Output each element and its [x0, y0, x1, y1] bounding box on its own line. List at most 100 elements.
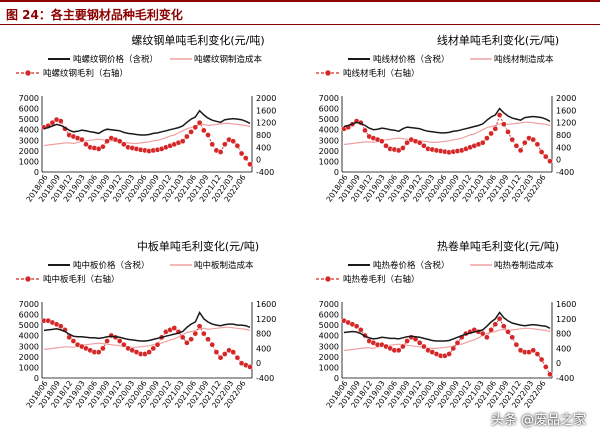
chart-0-left-tick-3: 3000 — [19, 136, 39, 145]
chart-1-legend-price-label: 吨线材价格（含税） — [373, 54, 450, 65]
chart-2-series-cost-line — [43, 326, 251, 351]
chart-3-legend-price-label: 吨热卷价格（含税） — [373, 260, 450, 271]
chart-3-left-tick-6: 6000 — [319, 311, 339, 320]
chart-1-right-tick-6: 2000 — [556, 94, 576, 103]
chart-2-left-tick-0: 0 — [34, 374, 39, 383]
chart-0-left-tick-5: 5000 — [19, 115, 39, 124]
chart-2-profit-point-18 — [116, 338, 123, 344]
chart-2-profit-point-43 — [221, 351, 228, 357]
chart-2-right-tick-0: -400 — [256, 374, 274, 383]
chart-0-left-tick-1: 1000 — [19, 157, 39, 166]
chart-0-legend-profit-label: 吨螺纹钢毛利（右轴） — [43, 68, 128, 79]
chart-3-left-tick-4: 4000 — [319, 332, 339, 341]
chart-3-profit-point-38 — [500, 323, 507, 330]
chart-0-profit-point-4 — [57, 118, 64, 124]
chart-3-right-tick-3: 800 — [556, 330, 571, 339]
chart-0-right-tick-5: 1600 — [256, 106, 276, 115]
chart-3-profit-point-40 — [509, 334, 516, 341]
chart-2-left-tick-1: 1000 — [19, 363, 39, 372]
chart-0-right-tick-1: 0 — [256, 156, 261, 165]
chart-0-left-tick-0: 0 — [34, 168, 39, 177]
chart-3-legend-profit-marker — [324, 275, 332, 283]
chart-2-right-tick-2: 400 — [256, 344, 271, 353]
chart-3-left-tick-3: 3000 — [319, 342, 339, 351]
chart-2-profit-point-41 — [213, 349, 220, 355]
chart-3-left-tick-0: 0 — [334, 374, 339, 383]
chart-0-legend-price-label: 吨螺纹钢价格（含税） — [73, 54, 158, 65]
chart-0-profit-point-37 — [196, 119, 203, 126]
chart-2-profit-point-27 — [154, 341, 161, 348]
chart-2-left-tick-7: 7000 — [19, 300, 39, 309]
chart-2-profit-point-46 — [234, 354, 241, 361]
chart-1-profit-point-42 — [517, 147, 524, 154]
chart-2-series-price-line — [43, 310, 251, 342]
chart-3-left-tick-7: 7000 — [319, 300, 339, 309]
chart-1-profit-point-37 — [496, 112, 503, 118]
chart-2-profit-point-37 — [196, 323, 203, 330]
chart-1-right-tick-0: -400 — [556, 168, 574, 177]
chart-3-profit-point-19 — [421, 343, 427, 350]
chart-1-profit-point-41 — [513, 142, 520, 149]
chart-3-right-tick-4: 1200 — [556, 315, 576, 324]
chart-2-left-tick-4: 4000 — [19, 332, 39, 341]
chart-0-profit-point-43 — [221, 141, 228, 148]
chart-3-profit-point-36 — [492, 321, 499, 328]
chart-2-profit-point-38 — [200, 330, 207, 337]
chart-1-right-tick-5: 1600 — [556, 106, 576, 115]
chart-3-profit-point-47 — [538, 356, 545, 363]
chart-0-title: 螺纹钢单吨毛利变化(元/吨) — [131, 33, 264, 47]
chart-1-left-tick-7: 7000 — [319, 94, 339, 103]
chart-3-profit-point-13 — [395, 347, 402, 354]
chart-2-profit-point-42 — [217, 354, 224, 361]
chart-3-profit-point-48 — [542, 364, 549, 370]
chart-2-profit-point-7 — [70, 338, 77, 344]
chart-0-profit-point-47 — [238, 150, 245, 157]
chart-2-legend-profit-label: 吨中板毛利（右轴） — [43, 274, 120, 285]
chart-1-profit-point-18 — [416, 139, 423, 146]
chart-3-profit-point-18 — [416, 339, 423, 346]
chart-0-profit-point-40 — [209, 141, 216, 148]
chart-3-profit-point-33 — [479, 330, 486, 337]
top-rule — [0, 0, 600, 2]
chart-1-profit-point-49 — [547, 158, 553, 165]
chart-1-profit-point-46 — [534, 141, 541, 148]
chart-1-profit-point-45 — [530, 136, 537, 143]
chart-2-left-tick-2: 2000 — [19, 353, 39, 362]
chart-2-profit-point-45 — [230, 349, 237, 355]
chart-0-profit-point-33 — [179, 138, 186, 145]
chart-1-legend-cost-label: 吨线材制造成本 — [494, 54, 554, 65]
chart-1-legend-profit-marker — [324, 69, 332, 77]
chart-1-right-tick-2: 400 — [556, 143, 571, 152]
chart-1-profit-point-15 — [404, 139, 410, 146]
chart-2-profit-point-13 — [95, 349, 102, 355]
chart-2-profit-point-26 — [150, 345, 157, 352]
chart-0-profit-point-46 — [234, 142, 241, 149]
chart-3-profit-point-39 — [505, 328, 511, 335]
chart-3-legend-profit-label: 吨热卷毛利（右轴） — [343, 274, 420, 285]
chart-2-legend-price-label: 吨中板价格（含税） — [73, 260, 150, 271]
chart-3-profit-point-4 — [357, 327, 364, 333]
chart-2-profit-point-19 — [121, 341, 127, 348]
chart-2-profit-point-40 — [209, 341, 216, 348]
figure-title: 图 24：各主要钢材品种毛利变化 — [6, 8, 183, 22]
chart-panel-wire-rod: 线材单吨毛利变化(元/吨) 吨线材价格（含税） 吨线材制造成本 吨线材毛利（右轴） 0 1… — [300, 26, 598, 232]
chart-1-left-tick-1: 1000 — [319, 157, 339, 166]
chart-3-profit-point-41 — [513, 341, 520, 348]
chart-2-profit-point-34 — [184, 339, 190, 346]
chart-0-profit-point-45 — [230, 138, 237, 145]
chart-1-left-tick-5: 5000 — [319, 115, 339, 124]
chart-3-profit-point-14 — [400, 343, 406, 350]
chart-3-left-tick-5: 5000 — [319, 321, 339, 330]
chart-0-left-tick-6: 6000 — [19, 105, 39, 114]
chart-3-series-price-line — [343, 311, 551, 342]
chart-1-profit-point-19 — [421, 142, 427, 149]
chart-1-profit-point-14 — [400, 145, 406, 151]
chart-1-right-tick-3: 800 — [556, 131, 571, 140]
chart-1-right-tick-1: 0 — [556, 156, 561, 165]
chart-3-legend-cost-label: 吨热卷制造成本 — [494, 260, 554, 271]
chart-0-right-tick-4: 1200 — [256, 119, 276, 128]
chart-0-series-cost-line — [43, 122, 251, 147]
chart-1-profit-point-47 — [538, 149, 545, 155]
